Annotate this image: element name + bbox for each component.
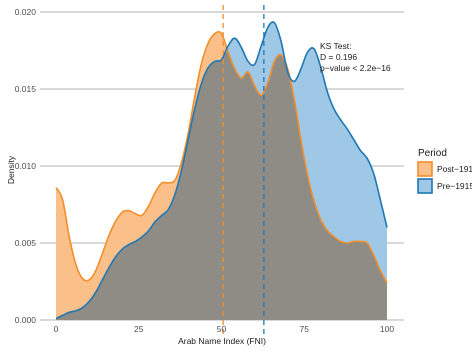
x-tick-label: 75 — [300, 324, 310, 334]
y-tick-label: 0.015 — [15, 84, 37, 94]
annotation-line-1: KS Test: — [320, 41, 352, 51]
y-tick-label: 0.020 — [15, 7, 37, 17]
legend-label-post-1915: Post−1915 — [437, 164, 472, 174]
annotation-line-3: p−value < 2.2e−16 — [320, 63, 391, 73]
x-tick-label: 0 — [54, 324, 59, 334]
mean-lines — [222, 5, 265, 334]
x-tick-label: 25 — [134, 324, 144, 334]
x-tick-label: 50 — [217, 324, 227, 334]
x-axis-title: Arab Name Index (FNI) — [178, 336, 266, 346]
x-tick-label: 100 — [380, 324, 394, 334]
y-axis-title: Density — [6, 155, 16, 184]
legend: Period Post−1915 Pre−1915 — [417, 148, 472, 194]
legend-label-pre-1915: Pre−1915 — [437, 181, 472, 191]
y-tick-label: 0.005 — [15, 238, 37, 248]
density-line-pre-1915 — [55, 21, 388, 320]
annotation-line-2: D = 0.196 — [320, 52, 357, 62]
axis-ticks: 0.000 0.005 0.010 0.015 0.020 0 25 50 75 100 — [15, 7, 395, 334]
legend-key-pre-1915 — [417, 178, 433, 194]
ks-test-annotation: KS Test: D = 0.196 p−value < 2.2e−16 — [320, 41, 391, 73]
y-tick-label: 0.000 — [15, 315, 37, 325]
legend-key-post-1915 — [417, 161, 433, 177]
legend-title: Period — [418, 148, 447, 159]
overlap-area — [56, 51, 387, 321]
density-line-post-1915 — [55, 31, 388, 284]
y-tick-label: 0.010 — [15, 161, 37, 171]
density-lines — [55, 21, 388, 320]
overlap-region — [56, 51, 387, 321]
